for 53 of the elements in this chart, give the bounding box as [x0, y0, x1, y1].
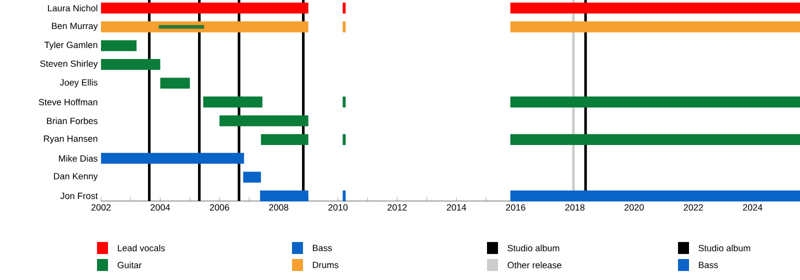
bar	[260, 134, 308, 146]
bar	[219, 115, 308, 126]
bar	[158, 24, 204, 29]
y-tick-label: Mike Dias	[59, 155, 98, 162]
y-tick-label: Laura Nichol	[48, 4, 98, 12]
x-tick-label: 2016	[506, 204, 526, 211]
x-tick-label: 2012	[388, 204, 407, 211]
legend-label: Drums	[312, 262, 338, 268]
x-tick-label: 2024	[743, 204, 762, 211]
bar	[510, 134, 800, 146]
bar	[342, 96, 346, 108]
y-tick-label: Ryan Hansen	[44, 136, 98, 144]
bar	[101, 152, 244, 164]
x-tick-label: 2006	[210, 204, 230, 211]
bar	[101, 21, 308, 32]
bar	[101, 2, 308, 14]
legend-label: Bass	[698, 262, 718, 268]
bar	[243, 172, 261, 183]
y-tick-label: Steven Shirley	[40, 60, 98, 69]
y-tick-label: Tyler Gamlen	[44, 41, 98, 50]
x-tick-label: 2018	[565, 204, 585, 211]
x-tick-label: 2008	[269, 204, 288, 211]
legend-label: Other release	[508, 262, 562, 268]
bar	[101, 58, 160, 70]
bar	[101, 40, 137, 52]
bar	[510, 190, 800, 202]
bar	[342, 190, 346, 202]
x-tick-label: 2014	[446, 204, 466, 211]
bar	[342, 134, 346, 146]
legend-label: Guitar	[118, 262, 142, 268]
bar	[510, 96, 800, 108]
y-tick-label: Jon Frost	[60, 192, 98, 200]
y-tick-label: Ben Murray	[52, 22, 98, 31]
x-tick-label: 2020	[624, 204, 644, 211]
bar	[342, 21, 346, 32]
y-tick-label: Steve Hoffman	[38, 98, 98, 106]
bar	[510, 21, 800, 32]
bar	[342, 2, 346, 14]
y-tick-label: Joey Ellis	[60, 79, 98, 88]
x-tick-label: 2022	[684, 204, 703, 211]
x-tick-label: 2004	[150, 204, 170, 211]
legend-label: Studio album	[508, 244, 560, 252]
legend-label: Bass	[312, 244, 332, 252]
bar	[510, 2, 800, 14]
legend-label: Studio album	[698, 244, 750, 252]
x-tick-label: 2002	[91, 204, 111, 211]
bar	[203, 96, 262, 108]
y-tick-label: Brian Forbes	[47, 117, 98, 124]
y-tick-label: Dan Kenny	[54, 173, 98, 182]
bar	[160, 78, 190, 89]
bar	[260, 190, 308, 202]
legend-label: Lead vocals	[118, 244, 165, 252]
x-tick-label: 2010	[328, 204, 348, 211]
